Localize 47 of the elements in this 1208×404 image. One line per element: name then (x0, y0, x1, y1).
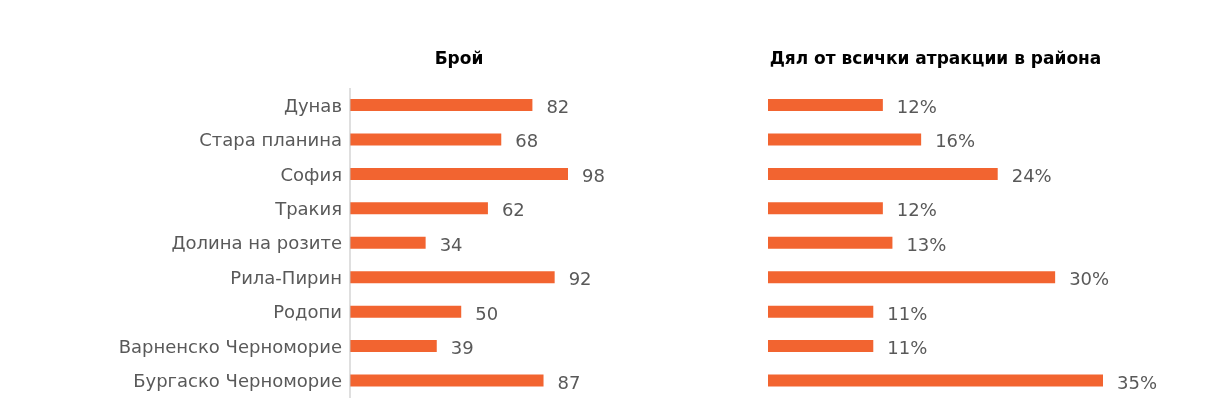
data-label: 11% (887, 337, 928, 359)
bar (768, 167, 998, 180)
bar (350, 271, 555, 284)
bar (350, 374, 544, 387)
data-label: 11% (887, 302, 928, 324)
bar (768, 236, 893, 249)
bar (350, 236, 426, 249)
bar (350, 340, 437, 353)
bar (768, 202, 883, 215)
bar (768, 99, 883, 111)
bar (350, 99, 533, 111)
data-label: 50 (475, 302, 499, 324)
bar (768, 374, 1103, 387)
data-label: 39 (450, 337, 474, 359)
y-tick-label: Бургаско Черноморие (133, 370, 342, 392)
y-tick-label: Варненско Черноморие (118, 335, 342, 357)
bar (768, 133, 922, 146)
y-tick-label: Стара планина (199, 129, 342, 151)
data-label: 98 (582, 164, 605, 186)
data-label: 82 (546, 96, 570, 117)
data-label: 35% (1117, 371, 1158, 393)
bar (350, 133, 502, 146)
data-label: 92 (568, 268, 592, 290)
bar (350, 305, 462, 318)
y-tick-label: Рила-Пирин (230, 266, 342, 288)
bar (350, 167, 568, 180)
y-tick-label: Тракия (274, 197, 342, 219)
data-label: 24% (1011, 164, 1052, 186)
data-label: 68 (515, 130, 539, 152)
y-tick-label: Долина на розите (171, 232, 342, 254)
bar (768, 340, 874, 353)
bar (768, 271, 1056, 284)
bar (768, 305, 874, 318)
data-label: 87 (557, 371, 581, 393)
bar (350, 202, 488, 215)
chart-title: Дял от всички атракции в района (768, 48, 1103, 68)
data-label: 12% (896, 199, 937, 221)
data-label: 12% (896, 96, 937, 117)
data-label: 30% (1069, 268, 1110, 290)
y-tick-label: Дунав (283, 94, 342, 116)
data-label: 62 (501, 199, 525, 221)
data-label: 34 (439, 233, 463, 255)
data-label: 13% (906, 233, 947, 255)
y-tick-label: Родопи (273, 301, 342, 323)
chart-title: Брой (433, 48, 485, 68)
y-tick-label: София (280, 163, 342, 185)
data-label: 16% (935, 130, 976, 152)
